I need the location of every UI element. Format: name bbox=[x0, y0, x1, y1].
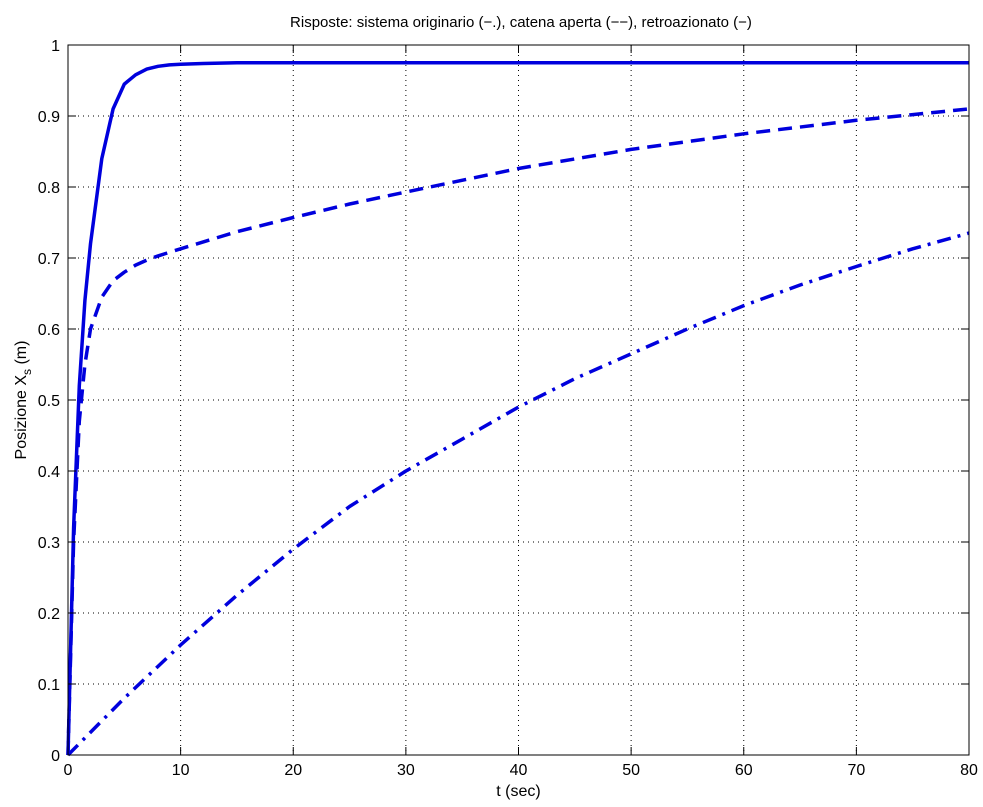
y-tick-label: 0.3 bbox=[38, 535, 60, 552]
series-group bbox=[66, 61, 970, 757]
x-tick-label: 80 bbox=[960, 762, 978, 779]
y-tick-label: 0.2 bbox=[38, 606, 60, 623]
y-axis-label: Posizione Xs (m) bbox=[13, 341, 34, 460]
x-tick-label: 0 bbox=[64, 762, 73, 779]
x-tick-label: 10 bbox=[172, 762, 190, 779]
x-tick-label: 20 bbox=[284, 762, 302, 779]
y-tick-label: 0.6 bbox=[38, 322, 60, 339]
x-tick-label: 50 bbox=[622, 762, 640, 779]
y-axis-label-subscript: s bbox=[20, 369, 34, 375]
x-tick-label: 40 bbox=[510, 762, 528, 779]
y-tick-label: 0.4 bbox=[38, 464, 60, 481]
x-tick-label: 60 bbox=[735, 762, 753, 779]
y-tick-label: 0.9 bbox=[38, 109, 60, 126]
series-line-dashed bbox=[66, 107, 970, 756]
x-tick-label: 30 bbox=[397, 762, 415, 779]
y-tick-label: 0.7 bbox=[38, 251, 60, 268]
grid-lines bbox=[68, 45, 969, 755]
x-axis-label: t (sec) bbox=[496, 783, 540, 800]
y-tick-label: 0 bbox=[51, 748, 60, 765]
y-tick-label: 0.8 bbox=[38, 180, 60, 197]
x-tick-label: 70 bbox=[847, 762, 865, 779]
tick-group: 0 10 20 30 40 50 60 70 80 0 0.1 0.2 0.3 0.4 0.5 0.6 0.7 0… bbox=[38, 38, 978, 779]
y-tick-label: 1 bbox=[51, 38, 60, 55]
y-axis-label-main: Posizione X bbox=[13, 375, 30, 460]
chart-title: Risposte: sistema originario (−.), caten… bbox=[290, 14, 752, 31]
y-tick-label: 0.5 bbox=[38, 393, 60, 410]
y-tick-label: 0.1 bbox=[38, 677, 60, 694]
series-line-solid bbox=[66, 61, 969, 756]
y-axis-label-unit: (m) bbox=[13, 341, 30, 369]
series-line-dashdot bbox=[66, 231, 970, 757]
